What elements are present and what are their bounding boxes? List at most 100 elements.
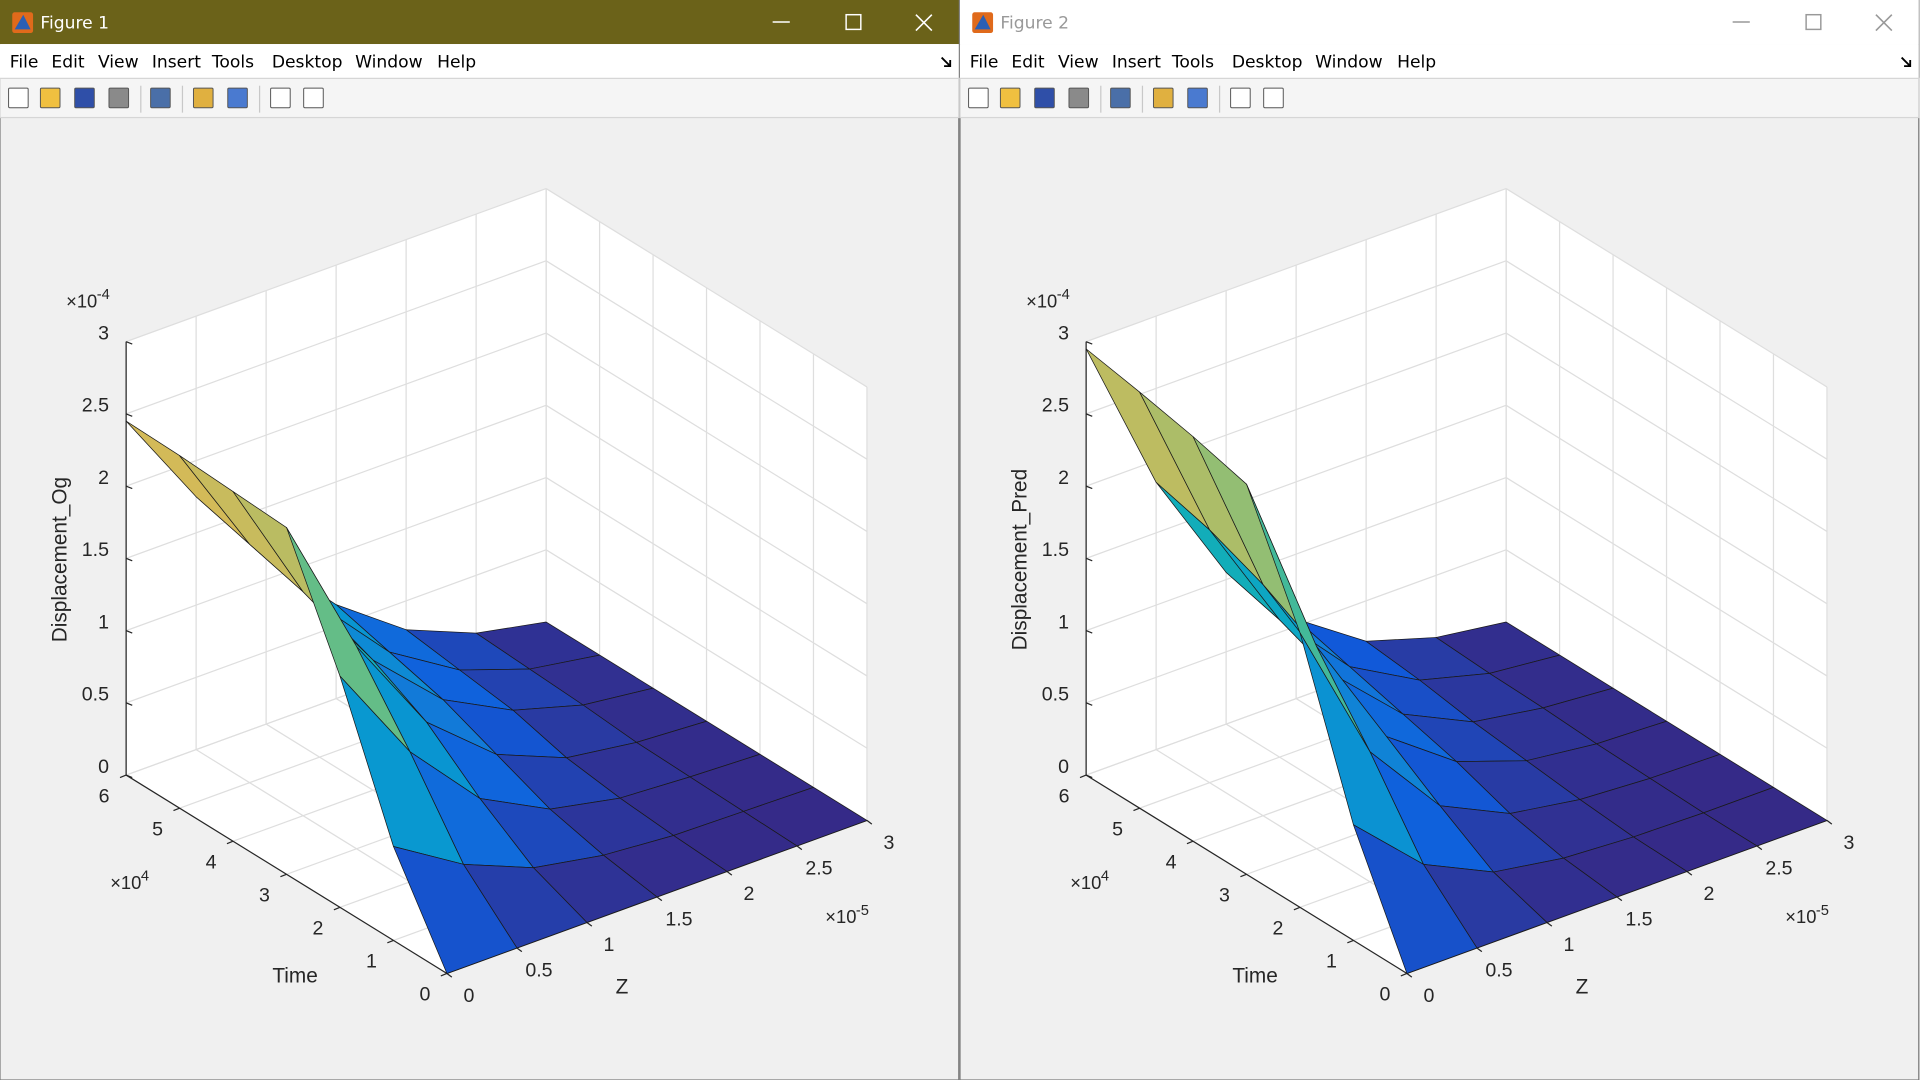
toolbar-button[interactable] xyxy=(227,87,248,109)
menu-dock-arrow[interactable] xyxy=(940,56,952,68)
menu-item[interactable]: View xyxy=(98,52,139,72)
axis-exponent-power: -5 xyxy=(1816,903,1829,919)
x-tick xyxy=(866,819,873,825)
y-tick xyxy=(1347,939,1354,944)
grid-line xyxy=(125,187,547,343)
x-tick xyxy=(1756,845,1763,851)
toolbar-button[interactable] xyxy=(968,87,989,109)
y-tick xyxy=(173,807,180,812)
z-tick xyxy=(125,341,133,345)
grid-line xyxy=(1505,477,1828,677)
y-tick-label: 6 xyxy=(1059,785,1070,807)
toolbar-button[interactable] xyxy=(150,87,171,109)
toolbar-button[interactable] xyxy=(1263,87,1284,109)
grid-line xyxy=(125,260,547,415)
toolbar-button[interactable] xyxy=(270,87,291,109)
z-tick-label: 1.5 xyxy=(82,539,109,561)
menu-item[interactable]: Desktop xyxy=(272,52,343,72)
x-tick-label: 2.5 xyxy=(1765,857,1792,879)
x-tick-label: 0.5 xyxy=(525,959,552,981)
grid-line xyxy=(125,332,547,487)
x-tick xyxy=(1476,947,1483,953)
x-tick-label: 1 xyxy=(604,934,615,956)
z-tick-label: 1.5 xyxy=(1042,539,1069,561)
toolbar-button[interactable] xyxy=(1152,87,1174,109)
toolbar-button[interactable] xyxy=(1110,87,1131,109)
y-tick xyxy=(1400,972,1408,977)
grid-line xyxy=(1505,404,1828,605)
x-tick-label: 3 xyxy=(884,832,895,854)
toolbar-button[interactable] xyxy=(39,87,61,109)
y-tick-label: 2 xyxy=(1273,918,1284,940)
menu-item[interactable]: Edit xyxy=(51,52,84,72)
menu-dock-arrow[interactable] xyxy=(1900,56,1912,68)
toolbar-button[interactable] xyxy=(8,87,29,109)
y-tick xyxy=(1079,774,1087,779)
menu-item[interactable]: Desktop xyxy=(1232,52,1303,72)
x-tick-label: 1 xyxy=(1564,934,1575,956)
z-tick-label: 2 xyxy=(1058,467,1069,489)
close-button[interactable] xyxy=(915,14,933,32)
toolbar-button[interactable] xyxy=(999,87,1021,109)
title-bar xyxy=(960,0,1919,45)
z-tick xyxy=(1085,630,1093,634)
x-tick-label: 2 xyxy=(744,883,755,905)
menu-item[interactable]: Window xyxy=(355,52,423,72)
menu-item[interactable]: Help xyxy=(1397,52,1436,72)
menu-item[interactable]: Edit xyxy=(1011,52,1044,72)
app-icon-glyph xyxy=(14,14,31,30)
z-tick-label: 0 xyxy=(98,756,109,778)
menu-item[interactable]: File xyxy=(10,52,39,72)
y-tick-label: 3 xyxy=(259,884,270,906)
toolbar-button[interactable] xyxy=(108,87,130,109)
menu-item[interactable]: Window xyxy=(1315,52,1383,72)
x-tick xyxy=(1826,819,1833,825)
menu-item[interactable]: File xyxy=(970,52,999,72)
x-tick xyxy=(656,896,663,902)
grid-line xyxy=(1505,188,1828,388)
menu-item[interactable]: Tools xyxy=(1171,52,1214,72)
x-tick xyxy=(516,947,523,953)
x-tick-label: 2.5 xyxy=(805,857,832,879)
maximize-button[interactable] xyxy=(845,13,862,31)
z-tick xyxy=(125,774,133,779)
x-axis-label: Z xyxy=(616,976,629,999)
grid-line xyxy=(545,188,868,388)
toolbar-button[interactable] xyxy=(1068,87,1090,109)
y-tick xyxy=(226,840,234,845)
close-button[interactable] xyxy=(1875,14,1893,32)
x-tick xyxy=(726,870,733,876)
menu-bar xyxy=(960,44,1919,79)
y-tick-label: 5 xyxy=(152,818,163,840)
toolbar-button[interactable] xyxy=(192,87,214,109)
grid-line xyxy=(125,404,547,559)
axis-exponent-power: -4 xyxy=(1057,287,1070,303)
menu-item[interactable]: Insert xyxy=(1112,52,1161,72)
y-tick xyxy=(1186,840,1194,845)
x-tick xyxy=(1406,972,1413,978)
menu-item[interactable]: Tools xyxy=(211,52,254,72)
grid-line xyxy=(1085,404,1507,559)
toolbar-button[interactable] xyxy=(303,87,324,109)
maximize-button[interactable] xyxy=(1805,13,1822,31)
z-tick xyxy=(1085,702,1093,706)
menu-item[interactable]: View xyxy=(1058,52,1099,72)
x-axis-label: Z xyxy=(1576,976,1589,999)
toolbar xyxy=(0,77,960,119)
x-tick-label: 2 xyxy=(1704,883,1715,905)
menu-bar xyxy=(0,44,959,79)
menu-item[interactable]: Insert xyxy=(152,52,201,72)
toolbar-button[interactable] xyxy=(1034,87,1055,109)
z-tick-label: 0.5 xyxy=(82,684,109,706)
z-tick xyxy=(125,630,133,634)
toolbar-button[interactable] xyxy=(1230,87,1251,109)
y-tick xyxy=(119,774,127,779)
title-bar xyxy=(0,0,959,45)
toolbar-button[interactable] xyxy=(74,87,95,109)
y-tick-label: 6 xyxy=(99,785,110,807)
menu-item[interactable]: Help xyxy=(437,52,476,72)
y-tick xyxy=(440,972,448,977)
toolbar-button[interactable] xyxy=(1187,87,1208,109)
grid-line xyxy=(1505,332,1828,532)
